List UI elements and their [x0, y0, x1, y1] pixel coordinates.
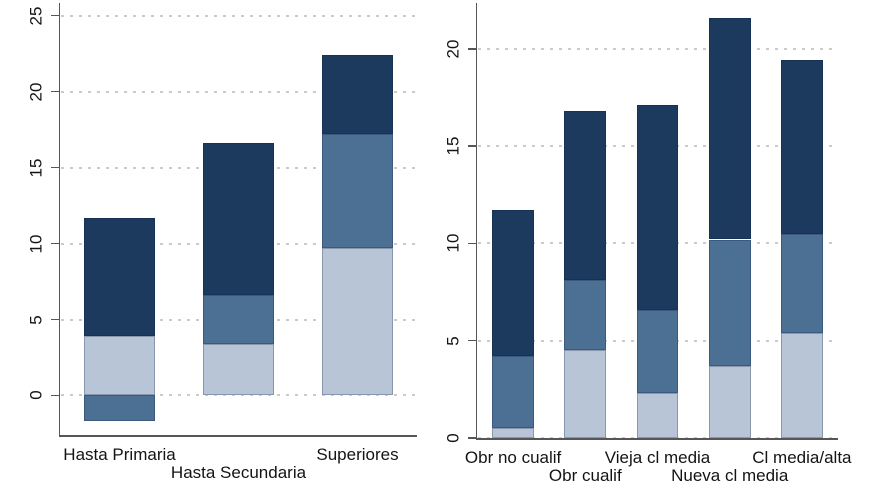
bar-segment-light-blue — [84, 336, 155, 396]
gridline — [478, 47, 838, 50]
category-label: Hasta Secundaria — [170, 463, 307, 482]
bar-segment-light-blue — [203, 343, 274, 396]
bar-segment-steel-blue — [708, 239, 751, 366]
category-label: Nueva cl media — [671, 466, 789, 485]
y-axis-tick — [50, 90, 59, 93]
category-label: Obr no cualif — [464, 448, 562, 467]
y-axis-tick — [467, 242, 476, 245]
y-tick-label: 20 — [26, 82, 46, 102]
category-label: Hasta Primaria — [63, 445, 176, 464]
y-tick-label: 0 — [443, 433, 463, 443]
category-label: Superiores — [316, 445, 399, 464]
bar-segment-steel-blue — [636, 309, 679, 394]
gridline — [61, 394, 417, 397]
bar-segment-light-blue — [780, 332, 823, 438]
bar-segment-navy — [203, 143, 274, 296]
bar-segment-navy — [322, 55, 393, 135]
y-axis-tick — [50, 394, 59, 397]
bar-segment-light-blue — [708, 365, 751, 438]
bar-segment-light-blue — [492, 428, 535, 438]
y-axis-tick — [467, 437, 476, 439]
y-axis-line — [475, 3, 477, 440]
category-label: Vieja cl media — [604, 448, 711, 467]
bar-segment-light-blue — [322, 248, 393, 396]
y-axis-tick — [467, 48, 476, 50]
y-axis-tick — [467, 145, 476, 147]
category-label: Cl media/alta — [752, 448, 852, 467]
bar-segment-steel-blue — [780, 233, 823, 333]
gridline — [61, 90, 417, 93]
x-axis-line — [475, 438, 838, 440]
bar-segment-light-blue — [564, 350, 607, 438]
bar-segment-steel-blue — [84, 395, 155, 422]
y-tick-label: 20 — [443, 39, 463, 59]
bar-segment-navy — [564, 111, 607, 281]
y-tick-label: 15 — [26, 158, 46, 178]
y-axis-tick — [467, 339, 476, 342]
right-chart-plot-area: 0 5 10 15 20 Obr no cualif Obr cualif Vieja cl … — [444, 3, 852, 484]
bar-segment-navy — [636, 105, 679, 310]
bar-segment-light-blue — [636, 393, 679, 438]
y-tick-label: 5 — [443, 335, 463, 346]
y-tick-label: 0 — [26, 390, 46, 401]
bar-segment-navy — [780, 60, 823, 234]
gridline — [61, 14, 417, 17]
bar-segment-steel-blue — [564, 280, 607, 351]
y-tick-label: 10 — [26, 234, 46, 254]
bar-segment-steel-blue — [203, 295, 274, 344]
category-label: Obr cualif — [548, 466, 622, 485]
bar-segment-steel-blue — [492, 356, 535, 429]
y-tick-label: 25 — [26, 6, 46, 26]
y-axis-tick — [50, 14, 59, 17]
bar-segment-navy — [708, 17, 751, 240]
bar-segment-navy — [84, 217, 155, 337]
x-axis-line — [58, 435, 417, 437]
y-tick-label: 10 — [443, 233, 463, 253]
y-axis-tick — [50, 166, 59, 169]
y-axis-line — [58, 3, 60, 437]
bar-segment-steel-blue — [322, 134, 393, 249]
y-tick-label: 5 — [26, 314, 46, 325]
y-axis-tick — [50, 242, 59, 245]
bar-segment-navy — [492, 210, 535, 357]
left-chart-plot-area: 0 5 10 15 20 25 Hasta Primaria Hasta Secundaria… — [27, 3, 417, 481]
y-tick-label: 15 — [443, 136, 463, 156]
y-axis-tick — [50, 318, 59, 321]
